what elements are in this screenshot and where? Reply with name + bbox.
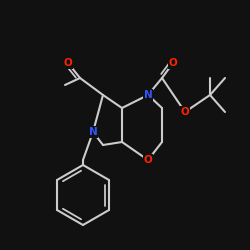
Text: N: N	[144, 90, 152, 100]
Text: O: O	[180, 107, 190, 117]
Text: O: O	[168, 58, 177, 68]
Text: N: N	[88, 127, 98, 137]
Text: O: O	[144, 155, 152, 165]
Text: O: O	[64, 58, 72, 68]
